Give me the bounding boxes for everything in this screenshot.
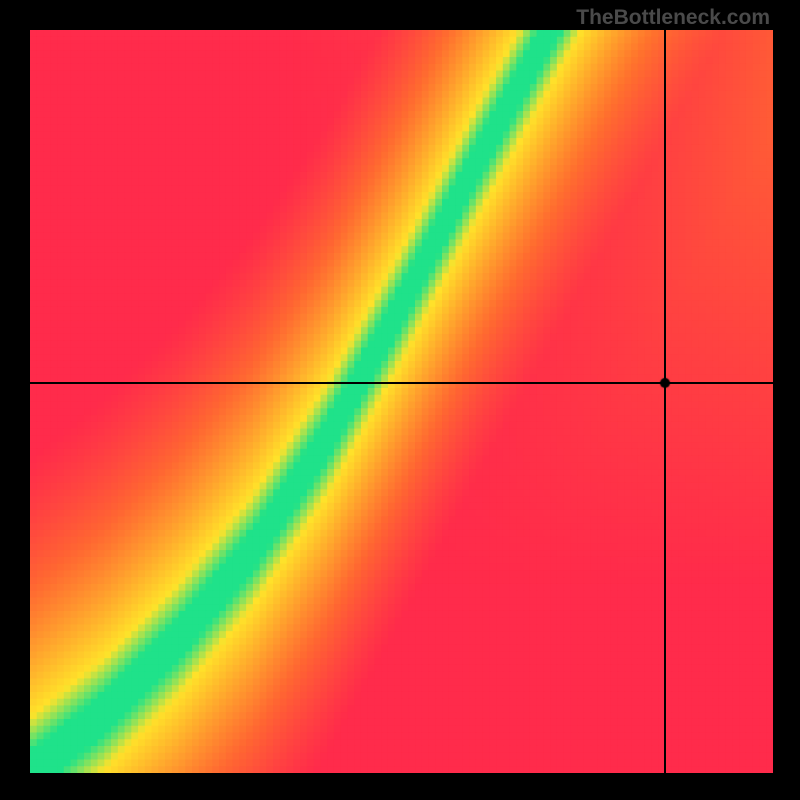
bottleneck-heatmap (30, 30, 773, 773)
crosshair-vertical (664, 30, 666, 773)
watermark-text: TheBottleneck.com (576, 6, 770, 30)
chart-container: TheBottleneck.com (0, 0, 800, 800)
crosshair-marker (659, 377, 671, 389)
